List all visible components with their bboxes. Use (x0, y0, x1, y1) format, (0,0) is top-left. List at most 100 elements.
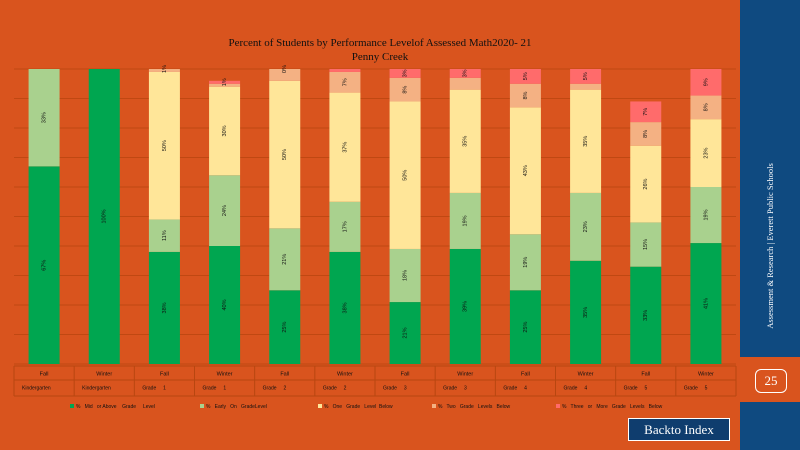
x-tick-grade-label: Grade 5 (624, 385, 648, 391)
data-label: 8% (703, 103, 709, 111)
bar-segment (570, 89, 602, 193)
x-tick-term-label: Winter (698, 371, 714, 377)
data-label: 26% (643, 178, 649, 189)
data-label: 43% (523, 165, 529, 176)
x-tick-grade-label: Grade 4 (564, 385, 588, 391)
bar-segment (269, 228, 301, 291)
bar-segment (630, 122, 662, 146)
bar-segment (690, 187, 722, 244)
sidebar-panel (740, 0, 800, 357)
data-label: 9% (703, 78, 709, 86)
data-label: 24% (222, 205, 228, 216)
x-tick-term-label: Fall (280, 371, 289, 377)
data-label: 50% (282, 149, 288, 160)
bar-segment (148, 219, 180, 252)
data-label: 17% (342, 221, 348, 232)
bar-segment (630, 266, 662, 364)
bar-segment (389, 302, 421, 364)
data-label: 25% (282, 322, 288, 333)
bar-segment (209, 175, 241, 246)
bar-segment (509, 83, 541, 108)
bar-segment (329, 69, 361, 72)
data-label: 50% (403, 170, 409, 181)
data-label: 40% (222, 299, 228, 310)
data-label: 0% (282, 65, 288, 73)
data-label: 35% (583, 136, 589, 147)
legend-label: % Three or More Grade Levels Below (562, 404, 663, 410)
legend-swatch (556, 404, 560, 408)
data-label: 38% (162, 302, 168, 313)
data-label: 18% (403, 270, 409, 281)
bar-segment (148, 69, 180, 72)
bar-segment (329, 71, 361, 93)
data-label: 25% (523, 322, 529, 333)
bar-segment (570, 260, 602, 364)
bar-segment (509, 290, 541, 364)
data-label: 5% (583, 72, 589, 80)
data-label: 41% (703, 298, 709, 309)
data-label: 3% (403, 69, 409, 77)
bar-segment (209, 83, 241, 87)
data-label: 37% (342, 142, 348, 153)
data-label: 50% (162, 140, 168, 151)
bar-segment (509, 69, 541, 84)
bar-segment (209, 246, 241, 364)
chart-subtitle: Penny Creek (351, 51, 409, 63)
bar-segment (630, 101, 662, 123)
chart-title: Percent of Students by Performance Level… (228, 37, 532, 49)
bar-segment (389, 77, 421, 102)
data-label: 7% (342, 78, 348, 86)
data-label: 23% (703, 147, 709, 158)
bar-segment (690, 69, 722, 96)
data-label: 3% (463, 69, 469, 77)
x-tick-term-label: Fall (40, 371, 49, 377)
bar-segment (690, 95, 722, 120)
bar-segment (570, 69, 602, 84)
bar-segment (269, 69, 301, 81)
back-to-index-button[interactable]: Backto Index (628, 418, 730, 441)
page-number-badge: 25 (755, 369, 787, 393)
legend-swatch (318, 404, 322, 408)
data-label: 1% (162, 65, 168, 73)
data-label: 8% (643, 130, 649, 138)
x-tick-term-label: Winter (96, 371, 112, 377)
data-label: 38% (342, 302, 348, 313)
bar-segment (630, 145, 662, 223)
legend-label: % Two Grade Levels Below (438, 404, 511, 410)
bar-segment (449, 192, 481, 249)
data-label: 39% (463, 301, 469, 312)
data-label: 15% (643, 239, 649, 250)
bar-segment (570, 192, 602, 261)
x-tick-term-label: Fall (160, 371, 169, 377)
bar-segment (389, 248, 421, 303)
bar-segment (329, 201, 361, 252)
bar-segment (449, 89, 481, 193)
x-tick-term-label: Fall (401, 371, 410, 377)
bar-segment (690, 119, 722, 187)
x-tick-grade-label: Kindergarten (82, 385, 111, 391)
x-tick-term-label: Winter (578, 371, 594, 377)
data-label: 11% (162, 230, 168, 241)
data-label: 33% (42, 112, 48, 123)
data-label: 100% (102, 209, 108, 223)
bar-segment (269, 80, 301, 229)
data-label: 19% (463, 215, 469, 226)
x-tick-grade-label: Grade 2 (323, 385, 347, 391)
bar-segment (570, 83, 602, 90)
bar-segment (449, 69, 481, 78)
data-label: 19% (523, 257, 529, 268)
x-tick-grade-label: Grade 2 (263, 385, 287, 391)
x-tick-grade-label: Grade 4 (503, 385, 527, 391)
data-label: 21% (403, 327, 409, 338)
data-label: 35% (583, 307, 589, 318)
data-label: 33% (643, 310, 649, 321)
data-label: 30% (222, 125, 228, 136)
legend-swatch (200, 404, 204, 408)
data-label: 5% (523, 72, 529, 80)
bar-segment (509, 234, 541, 291)
bar-segment (269, 290, 301, 364)
bar-segment (690, 243, 722, 364)
bar-segment (329, 251, 361, 364)
bar-segment (389, 69, 421, 78)
bar-segment (148, 71, 180, 220)
